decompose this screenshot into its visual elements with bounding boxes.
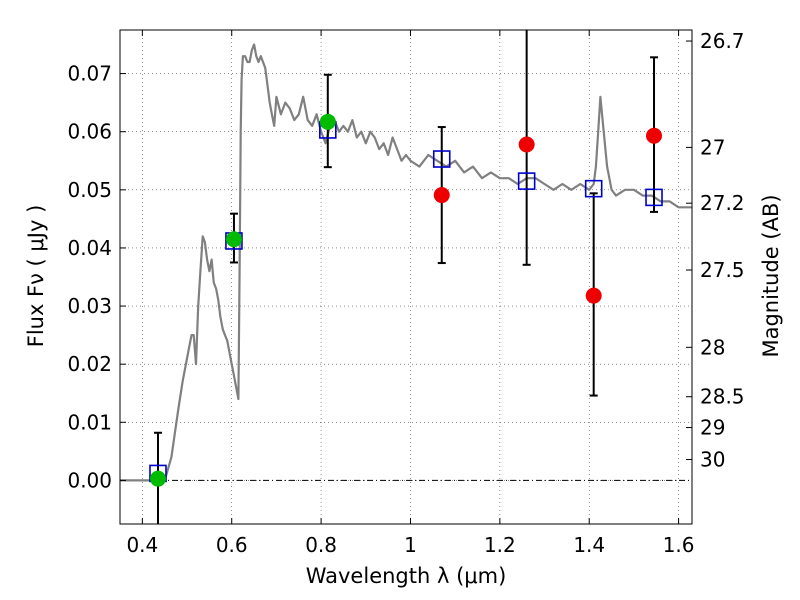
right-axis-ticks: 26.7 27 27.2 27.5 28 28.5 29 30 <box>686 29 745 471</box>
y-tick-label: 0.06 <box>67 120 112 144</box>
right-tick-label: 28.5 <box>700 385 745 409</box>
observed-photometry-points <box>149 113 663 487</box>
plot-frame <box>119 29 693 525</box>
y-tick-label: 0.07 <box>67 62 112 86</box>
model-flux-square <box>517 172 536 190</box>
x-tick-label: 0.6 <box>216 533 248 557</box>
right-tick-label: 26.7 <box>700 29 745 53</box>
model-spectrum <box>120 43 692 482</box>
right-tick-label: 27.5 <box>700 258 745 282</box>
y-axis-ticks: 0.00 0.01 0.02 0.03 0.04 0.05 0.06 0.07 <box>67 62 126 492</box>
model-flux-square <box>584 179 603 198</box>
x-tick-label: 0.8 <box>305 533 337 557</box>
right-axis-label: Magnitude (AB) <box>759 194 783 357</box>
observed-flux-point <box>433 187 450 204</box>
x-axis-ticks: 0.4 0.6 0.8 1 1.2 1.4 1.6 <box>126 30 695 557</box>
observed-flux-point <box>319 113 336 130</box>
right-tick-label: 27 <box>700 135 725 159</box>
observed-flux-point <box>585 287 602 304</box>
right-tick-label: 28 <box>700 335 725 359</box>
x-axis-label: Wavelength λ (μm) <box>306 564 507 588</box>
model-photometry-squares <box>149 121 663 483</box>
y-tick-label: 0.05 <box>67 178 112 202</box>
model-spectrum-line <box>120 43 692 482</box>
y-tick-label: 0.00 <box>67 468 112 492</box>
x-tick-label: 1.6 <box>663 533 695 557</box>
right-tick-label: 27.2 <box>700 191 745 215</box>
y-tick-label: 0.02 <box>67 352 112 376</box>
grid <box>120 30 692 524</box>
x-tick-label: 1.2 <box>484 533 516 557</box>
x-tick-label: 0.4 <box>126 533 158 557</box>
observed-flux-point <box>225 231 242 248</box>
observed-flux-point <box>149 470 166 487</box>
model-flux-square <box>432 150 451 168</box>
right-tick-label: 29 <box>700 416 725 440</box>
model-flux-square <box>645 188 663 207</box>
error-bars <box>153 30 659 524</box>
y-tick-label: 0.03 <box>67 294 112 318</box>
y-axis-label: Flux Fν ( μJy ) <box>24 205 48 348</box>
observed-flux-point <box>518 136 535 153</box>
x-tick-label: 1 <box>404 533 417 557</box>
right-tick-label: 30 <box>700 447 725 471</box>
y-tick-label: 0.04 <box>67 236 112 260</box>
x-tick-label: 1.4 <box>573 533 605 557</box>
observed-flux-point <box>646 127 663 144</box>
y-tick-label: 0.01 <box>67 410 112 434</box>
